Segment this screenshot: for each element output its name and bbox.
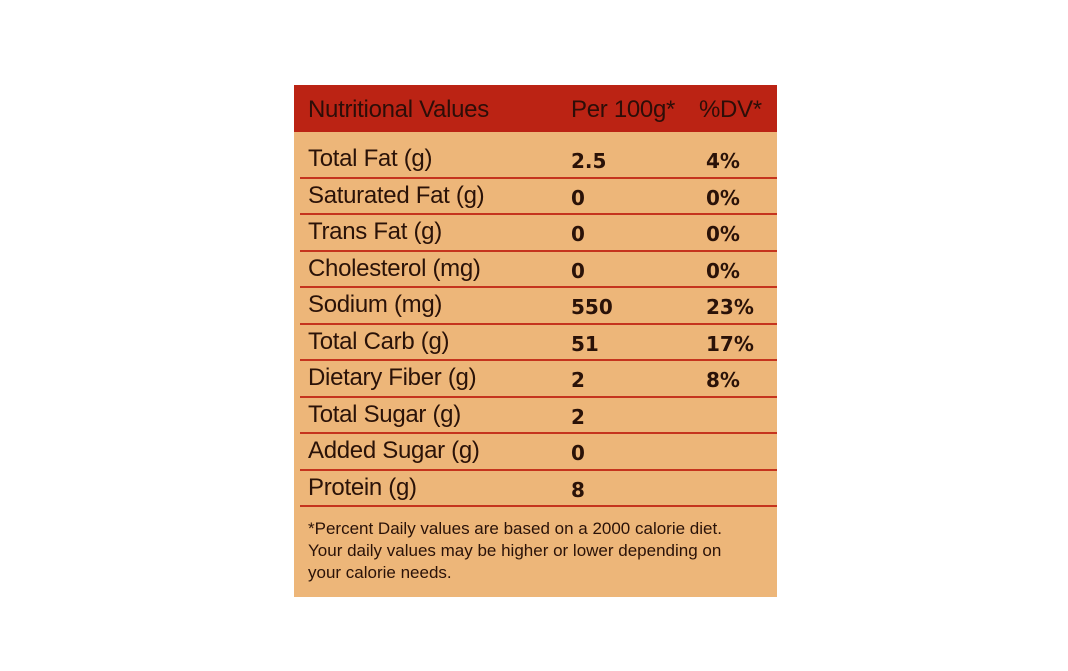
nutrition-table: Nutritional Values Per 100g* %DV* Total …: [294, 85, 777, 597]
header-nutritional-values: Nutritional Values: [308, 96, 489, 123]
nutrient-value: 8: [571, 477, 585, 502]
table-row: Total Fat (g) 2.5 4%: [294, 142, 777, 179]
nutrient-name: Total Fat (g): [308, 145, 433, 172]
nutrient-value: 550: [571, 295, 613, 319]
nutrient-name: Total Sugar (g): [308, 400, 461, 428]
nutrient-value: 2: [571, 368, 585, 392]
nutrient-value: 51: [571, 331, 599, 356]
row-divider: [300, 249, 777, 252]
nutrient-value: 0: [571, 222, 585, 246]
table-row: Dietary Fiber (g) 2 8%: [294, 361, 777, 398]
nutrient-dv: 17%: [706, 331, 754, 356]
nutrient-name: Dietary Fiber (g): [308, 364, 477, 391]
footnote-line: your calorie needs.: [308, 563, 452, 582]
nutrient-name: Saturated Fat (g): [308, 181, 485, 209]
row-divider: [300, 468, 777, 471]
row-divider: [300, 286, 777, 288]
table-row: Protein (g) 8: [294, 471, 777, 507]
nutrient-name: Total Carb (g): [308, 327, 450, 355]
nutrient-dv: 0%: [706, 222, 740, 246]
nutrient-dv: 0%: [706, 185, 740, 210]
table-row: Sodium (mg) 550 23%: [294, 288, 777, 325]
nutrient-name: Cholesterol (mg): [308, 254, 481, 282]
nutrient-name: Added Sugar (g): [308, 437, 480, 464]
nutrient-value: 2: [571, 404, 585, 429]
nutrient-value: 0: [571, 441, 585, 465]
table-row: Total Sugar (g) 2: [294, 398, 777, 434]
footnote: *Percent Daily values are based on a 200…: [308, 518, 768, 584]
nutrient-dv: 0%: [706, 258, 740, 283]
table-row: Cholesterol (mg) 0 0%: [294, 252, 777, 288]
footnote-line: Your daily values may be higher or lower…: [308, 541, 722, 560]
nutrient-value: 2.5: [571, 149, 607, 173]
row-divider: [300, 176, 777, 179]
header-dv: %DV*: [699, 96, 762, 123]
table-row: Trans Fat (g) 0 0%: [294, 215, 777, 252]
header-per-100g: Per 100g*: [571, 96, 676, 123]
nutrient-name: Sodium (mg): [308, 291, 443, 318]
row-divider: [300, 395, 777, 398]
table-row: Added Sugar (g) 0: [294, 434, 777, 471]
table-row: Total Carb (g) 51 17%: [294, 325, 777, 361]
nutrient-dv: 8%: [706, 368, 740, 392]
footnote-line: *Percent Daily values are based on a 200…: [308, 519, 722, 538]
nutrient-dv: 23%: [706, 295, 754, 319]
row-divider: [300, 432, 777, 434]
table-header: Nutritional Values Per 100g* %DV*: [294, 85, 777, 132]
row-divider: [300, 322, 777, 325]
nutrient-dv: 4%: [706, 149, 740, 173]
nutrient-value: 0: [571, 185, 585, 210]
nutrient-name: Protein (g): [308, 473, 417, 501]
row-divider: [300, 359, 777, 361]
table-row: Saturated Fat (g) 0 0%: [294, 179, 777, 215]
row-divider: [300, 505, 777, 507]
nutrient-value: 0: [571, 258, 585, 283]
nutrient-name: Trans Fat (g): [308, 218, 442, 245]
row-divider: [300, 213, 777, 215]
